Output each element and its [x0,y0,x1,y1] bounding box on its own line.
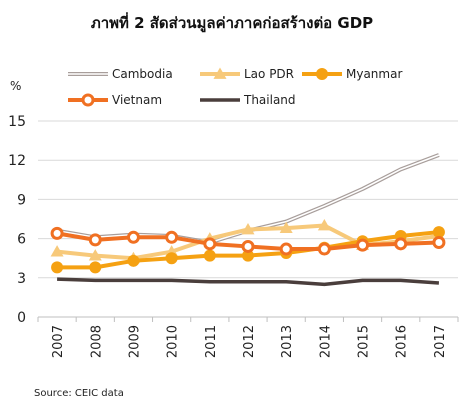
data-point [317,242,331,256]
data-point [279,221,293,234]
data-point [317,219,331,231]
series-vietnam [50,226,446,256]
y-tick-label: 15 [8,114,26,130]
data-point [432,226,445,239]
y-tick-label: 3 [17,271,26,287]
data-point [127,254,140,267]
data-point [394,237,408,251]
y-tick-label: 6 [17,232,26,248]
data-point [242,249,254,262]
data-point [213,67,227,79]
data-point [279,242,293,256]
x-tick-label: 2011 [204,325,219,358]
legend: Cambodia Lao PDR Myanmar Vietnam Thailand [68,67,402,107]
x-tick-label: 2008 [89,325,104,358]
legend-label: Cambodia [112,67,173,81]
legend-label: Lao PDR [244,67,294,81]
legend-item: Myanmar [302,67,402,81]
x-tick-label: 2015 [357,325,372,358]
x-tick-label: 2013 [280,325,295,358]
legend-label: Thailand [243,93,296,107]
legend-label: Myanmar [346,67,402,81]
legend-item: Cambodia [68,67,173,81]
legend-label: Vietnam [112,93,162,107]
y-tick-label: 12 [8,153,26,169]
series-line [57,277,440,287]
legend-item: Thailand [200,93,296,107]
x-tick-label: 2009 [127,325,142,358]
chart-title: ภาพที่ 2 สัดส่วนมูลค่าภาคก่อสร้างต่อ GDP [91,12,373,33]
data-point [165,230,179,244]
data-point [50,245,64,257]
x-tick-label: 2010 [166,325,181,358]
data-point [51,261,64,274]
y-tick-label: 9 [17,192,26,208]
data-point [81,93,95,107]
data-point [89,261,102,274]
legend-item: Vietnam [68,93,162,107]
y-unit-label: % [10,79,21,93]
data-point [88,233,102,247]
x-tick-label: 2016 [395,325,410,358]
series-layer [50,153,446,287]
data-point [356,238,370,252]
source-note: Source: CEIC data [34,388,124,399]
x-tick-label: 2017 [433,325,448,358]
axes: 0 3 6 9 12 15 2007 2008 2009 2010 2011 2012 2013 2014… [8,114,459,358]
data-point [126,230,140,244]
x-tick-label: 2012 [242,325,257,358]
legend-item: Lao PDR [200,67,294,81]
y-tick-label: 0 [17,310,26,326]
x-tick-label: 2014 [318,325,333,358]
series-thailand [57,277,440,287]
data-point [241,239,255,253]
data-point [316,68,328,80]
data-point [432,236,446,250]
data-point [165,252,178,265]
x-tick-label: 2007 [51,325,66,358]
data-point [203,249,216,262]
data-point [50,226,64,240]
data-point [203,237,217,251]
data-point [241,222,255,235]
data-point [88,249,102,261]
